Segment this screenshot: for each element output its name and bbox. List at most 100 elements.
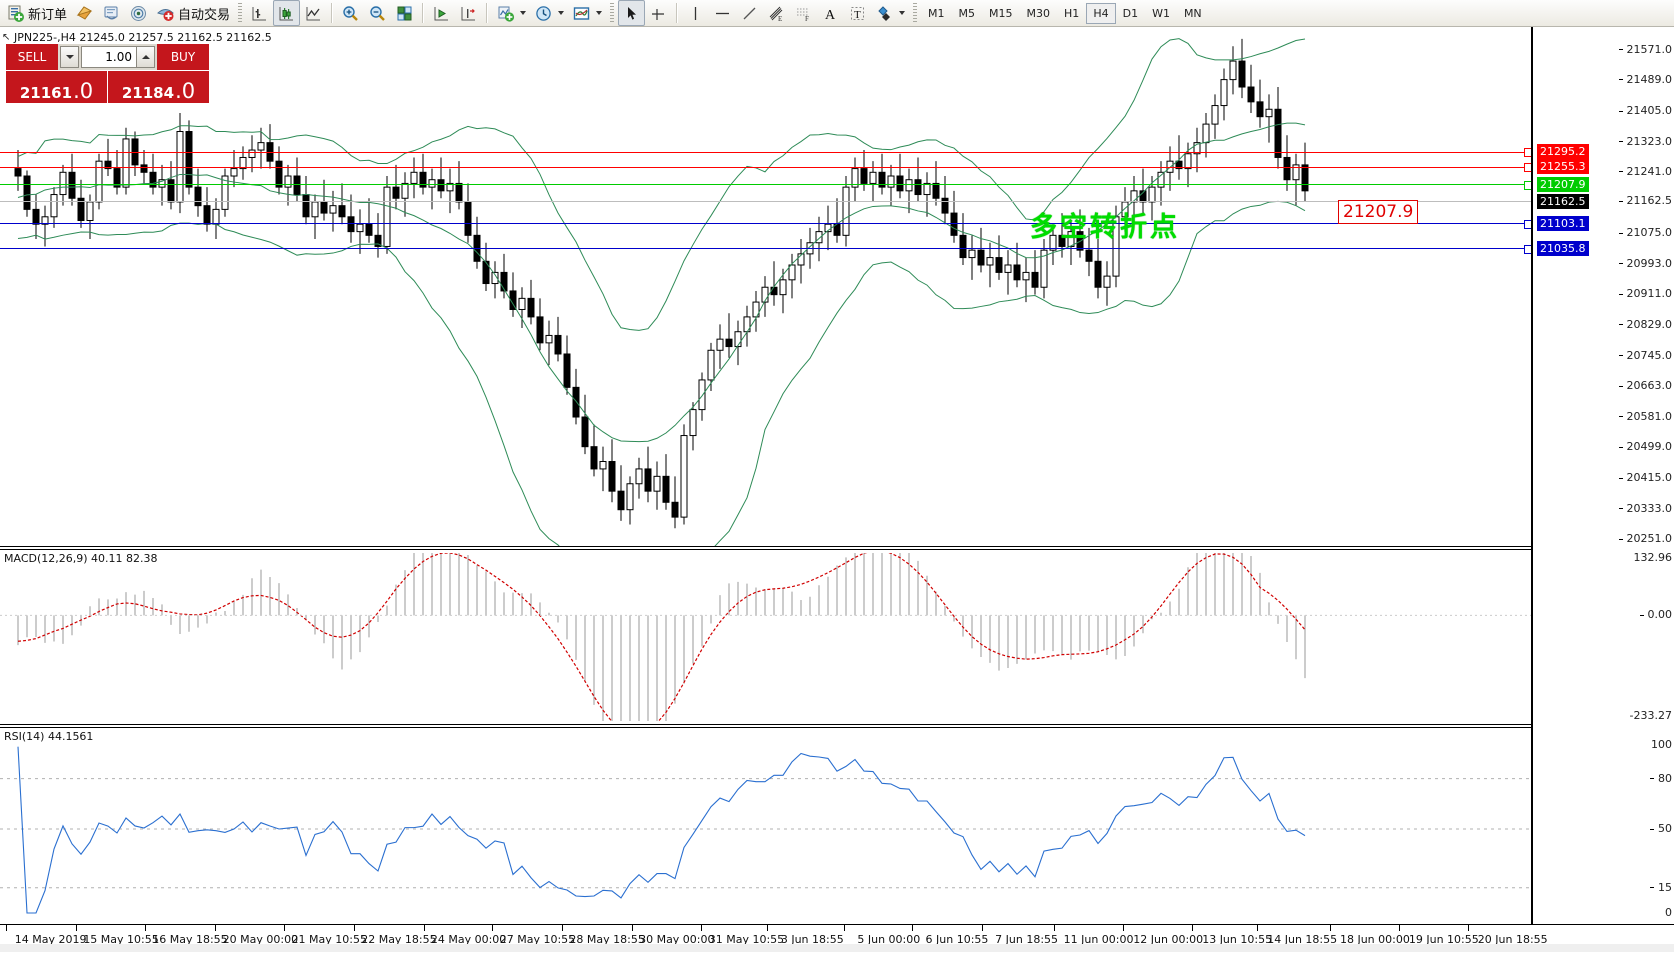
cursor-button[interactable] [618, 0, 646, 26]
candle [365, 198, 373, 243]
timeframe-h4[interactable]: H4 [1086, 2, 1116, 24]
bar-chart-button[interactable] [246, 0, 273, 26]
price-tick: 20829.0 [1618, 318, 1672, 331]
sell-button[interactable]: SELL [6, 44, 58, 70]
tick-dash [1618, 446, 1623, 448]
indicators-button[interactable] [492, 0, 530, 26]
candle [1049, 224, 1057, 265]
line-chart-button[interactable] [300, 0, 327, 26]
timeframe-m1[interactable]: M1 [928, 6, 945, 20]
svg-text:A: A [825, 8, 836, 23]
expert-advisors-icon [75, 4, 94, 23]
price-tick: 21405.0 [1618, 104, 1672, 117]
rsi-tick: 100 [1651, 738, 1672, 751]
candle [941, 176, 949, 225]
price-level-badge-resistance[interactable]: 21255.3 [1537, 159, 1589, 175]
timeframe-mn[interactable]: MN [1183, 6, 1202, 20]
shapes-button[interactable] [871, 0, 909, 26]
expert-advisors-button[interactable] [71, 0, 98, 26]
chevron-down-icon-2[interactable] [558, 11, 565, 15]
autotrade-button[interactable]: 自动交易 [152, 0, 234, 26]
time-tick-separator [843, 925, 845, 931]
trendline-button[interactable] [736, 0, 763, 26]
price-level-line-support[interactable] [0, 248, 1531, 249]
mql-community-button[interactable] [98, 0, 125, 26]
candle [518, 287, 526, 329]
time-tick-label: 30 May 00:00 [639, 933, 715, 946]
rsi-chart-canvas[interactable] [0, 739, 1531, 919]
candle [203, 187, 211, 232]
line-chart-icon [304, 4, 323, 23]
candle [878, 153, 886, 195]
chart-annotation[interactable]: 多空转折点 [1030, 212, 1180, 243]
price-level-badge-support[interactable]: 21103.1 [1537, 215, 1589, 231]
price-level-line-pivot[interactable] [0, 184, 1531, 186]
price-box-label[interactable]: 21207.9 [1338, 200, 1419, 224]
crosshair-button[interactable] [645, 0, 672, 26]
price-level-line-last-price[interactable] [0, 201, 1531, 203]
candle [572, 368, 580, 425]
toolbar-grip-3[interactable] [913, 3, 918, 23]
candle [1247, 64, 1255, 113]
vertical-line-button[interactable] [682, 0, 709, 26]
text-label-button[interactable]: A [817, 0, 844, 26]
tile-windows-button[interactable] [391, 0, 418, 26]
tile-windows-icon [395, 4, 414, 23]
auto-scroll-button[interactable] [428, 0, 455, 26]
candle [968, 235, 976, 280]
candle [122, 127, 130, 195]
toolbar-grip[interactable] [238, 3, 243, 23]
timeframe-d1[interactable]: D1 [1122, 6, 1139, 20]
chevron-down-icon[interactable] [520, 11, 527, 15]
timeframe-w1[interactable]: W1 [1152, 6, 1170, 20]
main-toolbar: 新订单 [0, 0, 1674, 27]
rsi-tick: 50 [1650, 822, 1672, 835]
zoom-out-button[interactable] [364, 0, 391, 26]
time-tick-separator [144, 925, 146, 931]
volume-control[interactable]: 1.00 [58, 44, 157, 70]
price-level-line-resistance[interactable] [0, 151, 1531, 153]
timeframe-m15[interactable]: M15 [989, 6, 1013, 20]
period-button[interactable] [530, 0, 568, 26]
candle [626, 476, 634, 525]
chevron-down-icon-3[interactable] [596, 11, 603, 15]
candlestick-chart-button[interactable] [273, 0, 301, 26]
price-level-badge-resistance[interactable]: 21295.2 [1537, 144, 1589, 160]
volume-dropdown-button[interactable] [60, 46, 79, 68]
text-button[interactable]: T [844, 0, 871, 26]
ask-price[interactable]: 21184 .0 [108, 71, 209, 103]
chart-area[interactable]: ↖ JPN225-,H4 21245.0 21257.5 21162.5 211… [0, 27, 1674, 953]
time-tick-label: 18 Jun 00:00 [1339, 933, 1410, 946]
buy-button[interactable]: BUY [157, 44, 209, 70]
tick-dash [1618, 293, 1623, 295]
signals-button[interactable] [125, 0, 152, 26]
bid-price[interactable]: 21161 .0 [6, 71, 107, 103]
price-axis[interactable]: 21571.0 21489.0 21405.0 21323.0 21241.0 21162… [1531, 27, 1674, 924]
rsi-title: RSI(14) 44.1561 [4, 730, 94, 743]
volume-input[interactable]: 1.00 [81, 46, 136, 68]
price-level-line-resistance[interactable] [0, 166, 1531, 168]
toolbar-grip-2[interactable] [610, 3, 615, 23]
price-chart-canvas[interactable] [0, 27, 1531, 546]
price-tick: 20415.0 [1618, 471, 1672, 484]
volume-increment-button[interactable] [136, 46, 155, 68]
new-order-button[interactable]: 新订单 [2, 0, 71, 26]
equidistant-channel-button[interactable]: E [763, 0, 790, 26]
zoom-in-button[interactable] [337, 0, 364, 26]
templates-button[interactable] [568, 0, 606, 26]
timeframe-m30[interactable]: M30 [1026, 6, 1051, 20]
chevron-down-icon-4[interactable] [899, 11, 906, 15]
fibonacci-button[interactable]: F [790, 0, 817, 26]
price-tick: 21571.0 [1618, 43, 1672, 56]
macd-chart-canvas[interactable] [0, 553, 1531, 721]
price-level-line-support[interactable] [0, 223, 1531, 225]
timeframe-m5[interactable]: M5 [958, 6, 976, 20]
chart-shift-button[interactable] [455, 0, 482, 26]
price-level-badge-last-price[interactable]: 21162.5 [1537, 193, 1589, 209]
one-click-trading-panel[interactable]: SELL 1.00 BUY 21161 .0 21184 .0 [6, 44, 209, 103]
price-level-badge-support[interactable]: 21035.8 [1537, 240, 1589, 256]
horizontal-line-button[interactable] [709, 0, 736, 26]
price-tick: 20993.0 [1618, 257, 1672, 270]
timeframe-h1[interactable]: H1 [1064, 6, 1080, 20]
price-level-badge-pivot[interactable]: 21207.9 [1537, 176, 1589, 192]
